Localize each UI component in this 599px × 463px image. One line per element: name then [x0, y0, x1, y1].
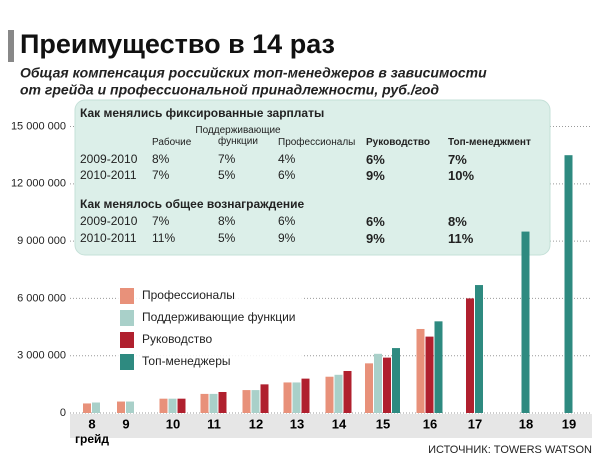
table-cell: 6%	[278, 168, 296, 182]
table-cell: 11%	[448, 231, 474, 246]
section-title: Как менялось общее вознаграждение	[80, 197, 305, 211]
table-cell: 7%	[152, 168, 170, 182]
table-cell: 8%	[448, 214, 467, 229]
bar	[383, 357, 391, 413]
bar	[292, 382, 301, 413]
bar	[521, 231, 530, 413]
bar	[392, 348, 400, 413]
table-cell: 11%	[152, 231, 176, 245]
bar	[242, 390, 251, 413]
bar	[343, 370, 352, 413]
x-tick-label: 9	[122, 416, 129, 431]
bar	[374, 353, 382, 413]
bar	[466, 298, 474, 413]
legend-swatch	[120, 310, 134, 326]
x-axis-label: грейд	[75, 432, 109, 446]
legend-label: Руководство	[142, 332, 212, 346]
x-tick-label: 13	[290, 416, 304, 431]
legend-label: Профессионалы	[142, 288, 235, 302]
legend-swatch	[120, 354, 134, 370]
table-header: Профессионалы	[278, 137, 356, 148]
bar	[159, 398, 168, 413]
bar	[425, 336, 434, 413]
table-cell: 4%	[278, 152, 296, 166]
bar	[283, 382, 292, 413]
x-tick-label: 17	[468, 416, 482, 431]
chart-title: Преимущество в 14 раз	[20, 29, 335, 59]
table-cell: 7%	[448, 152, 467, 167]
table-header: Руководство	[366, 137, 431, 148]
table-cell: 5%	[218, 231, 236, 245]
bar	[564, 155, 573, 413]
y-tick-label: 9 000 000	[17, 235, 66, 247]
table-cell: 7%	[152, 214, 170, 228]
subtitle: от грейда и профессиональной принадлежно…	[20, 82, 439, 98]
category-band	[70, 414, 592, 438]
bar	[92, 402, 100, 413]
bar	[218, 391, 227, 413]
x-tick-label: 11	[207, 416, 221, 431]
section-title: Как менялись фиксированные зарплаты	[80, 106, 325, 120]
x-tick-label: 10	[166, 416, 180, 431]
bar	[434, 321, 443, 413]
table-cell: 9%	[278, 231, 296, 245]
table-cell: 10%	[448, 168, 475, 183]
x-tick-label: 15	[376, 416, 390, 431]
table-cell: 9%	[366, 231, 385, 246]
bar	[334, 374, 343, 413]
title-marker	[8, 30, 14, 62]
bar	[177, 398, 186, 413]
table-header: Рабочие	[152, 137, 192, 148]
legend-box	[116, 283, 302, 373]
legend-swatch	[120, 332, 134, 348]
subtitle: Общая компенсация российских топ-менедже…	[20, 65, 487, 81]
table-cell: 2010-2011	[80, 168, 137, 182]
table-header: Топ-менеджмент	[448, 137, 531, 148]
table-cell: 6%	[278, 214, 296, 228]
legend-label: Поддерживающие функции	[142, 310, 296, 324]
legend-label: Топ-менеджеры	[142, 354, 231, 368]
bar	[117, 401, 125, 413]
bar	[260, 384, 269, 413]
table-cell: 9%	[366, 168, 385, 183]
x-tick-label: 14	[332, 416, 347, 431]
bar	[209, 393, 218, 413]
y-tick-label: 3 000 000	[17, 350, 66, 362]
bar	[365, 363, 373, 413]
bar	[200, 393, 209, 413]
x-tick-label: 16	[423, 416, 437, 431]
bar	[475, 285, 483, 413]
x-tick-label: 12	[249, 416, 263, 431]
bar	[325, 376, 334, 413]
table-cell: 8%	[152, 152, 170, 166]
table-box	[74, 99, 551, 256]
source: ИСТОЧНИК: TOWERS WATSON	[428, 444, 592, 456]
bar	[251, 390, 260, 413]
y-tick-label: 6 000 000	[17, 292, 66, 304]
y-tick-label: 12 000 000	[11, 178, 66, 190]
table-cell: 2010-2011	[80, 231, 137, 245]
table-cell: 8%	[218, 214, 236, 228]
bar	[126, 401, 134, 413]
table-cell: 2009-2010	[80, 214, 138, 228]
table-cell: 7%	[218, 152, 236, 166]
legend-swatch	[120, 288, 134, 304]
x-tick-label: 19	[562, 416, 576, 431]
bar	[83, 403, 91, 413]
y-tick-label: 0	[60, 407, 66, 419]
table-cell: 6%	[366, 214, 385, 229]
y-tick-label: 15 000 000	[11, 120, 66, 132]
table-cell: 6%	[366, 152, 385, 167]
bar	[168, 398, 177, 413]
bar	[301, 378, 310, 413]
bar	[416, 328, 425, 413]
x-tick-label: 18	[519, 416, 533, 431]
x-tick-label: 8	[88, 416, 95, 431]
table-cell: 5%	[218, 168, 236, 182]
table-header: Поддерживающие функции	[195, 125, 281, 147]
table-cell: 2009-2010	[80, 152, 138, 166]
